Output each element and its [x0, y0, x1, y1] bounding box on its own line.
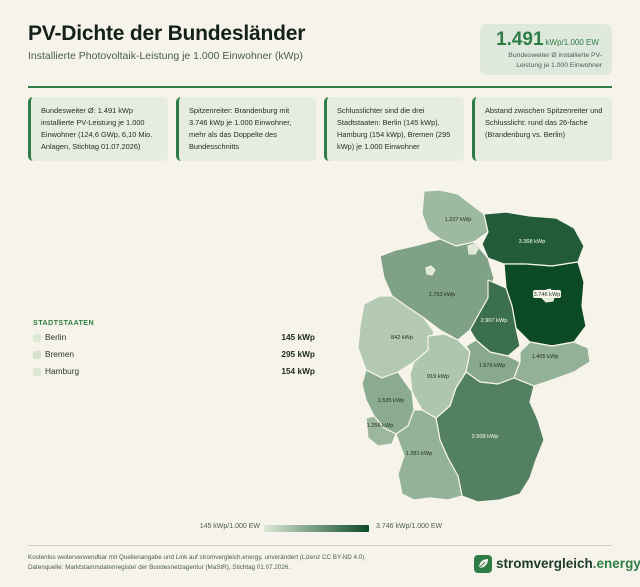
header-divider	[28, 86, 612, 88]
page-title: PV-Dichte der Bundesländer	[28, 22, 306, 45]
fact-card-laggards: Schlusslichter sind die drei Stadtstaate…	[324, 97, 464, 161]
state-label-background	[533, 290, 561, 298]
kpi-value: 1.491	[496, 29, 544, 50]
state-label-thueringen: 1.579 kWp	[479, 363, 506, 369]
gradient-legend: 145 kWp/1.000 EW 3.746 kWp/1.000 EW	[0, 522, 640, 534]
fact-card-average: Bundesweiter Ø: 1.491 kWp installierte P…	[28, 97, 168, 161]
color-swatch	[33, 334, 41, 342]
brand-name-main: stromvergleich	[496, 556, 593, 571]
gradient-max-label: 3.746 kWp/1.000 EW	[376, 523, 443, 530]
stadtstaat-value: 145 kWp	[281, 332, 315, 342]
stadtstaat-name: Berlin	[45, 332, 67, 342]
state-label-sachsen-anhalt: 2.907 kWp	[481, 318, 508, 324]
state-label-rheinland-pfalz: 1.535 kWp	[378, 398, 405, 404]
kpi-unit: kWp/1.000 EW	[545, 38, 599, 47]
page-subtitle: Installierte Photovoltaik-Leistung je 1.…	[28, 50, 303, 62]
state-label-mecklenburg-vorpommern: 3.368 kWp	[519, 239, 546, 245]
state-baden-wuerttemberg[interactable]	[395, 409, 463, 501]
map-labels: 1.227 kWp 3.368 kWp 1.753 kWp 3.746 kWp 2.90…	[367, 217, 561, 457]
state-saarland[interactable]	[365, 415, 397, 447]
stadtstaat-row-hamburg: Hamburg 154 kWp	[33, 366, 315, 378]
color-swatch	[33, 368, 41, 376]
leaf-icon	[474, 555, 492, 573]
kpi-label: Bundesweiter Ø installierte PV-Leistung …	[508, 52, 602, 69]
state-label-baden-wuerttemberg: 1.381 kWp	[406, 451, 433, 457]
state-label-brandenburg: 3.746 kWp	[534, 292, 561, 298]
city-state-hamburg[interactable]	[467, 243, 479, 255]
gradient-min-label: 145 kWp/1.000 EW	[199, 523, 260, 530]
kpi-card: 1.491 kWp/1.000 EW Bundesweiter Ø install…	[480, 24, 612, 75]
fact-card-leader: Spitzenreiter: Brandenburg mit 3.746 kWp…	[176, 97, 316, 161]
state-label-niedersachsen: 1.753 kWp	[429, 292, 456, 298]
stadtstaat-row-berlin: Berlin 145 kWp	[33, 332, 315, 344]
brand-name-accent: .energy	[592, 556, 640, 571]
color-swatch	[33, 351, 41, 359]
fact-cards: Bundesweiter Ø: 1.491 kWp installierte P…	[28, 97, 612, 161]
state-label-saarland: 1.256 kWp	[367, 423, 394, 429]
state-label-sachsen: 1.405 kWp	[532, 354, 559, 360]
state-label-bayern: 2.509 kWp	[472, 434, 499, 440]
stadtstaat-name: Bremen	[45, 349, 75, 359]
stadtstaat-value: 154 kWp	[281, 366, 315, 376]
fact-card-gap: Abstand zwischen Spitzenreiter und Schlu…	[472, 97, 612, 161]
state-sachsen[interactable]	[513, 341, 591, 387]
stadtstaat-row-bremen: Bremen 295 kWp	[33, 349, 315, 361]
city-state-bremen[interactable]	[425, 265, 436, 276]
state-label-schleswig-holstein: 1.227 kWp	[445, 217, 472, 223]
state-label-nordrhein-westfalen: 842 kWp	[391, 335, 413, 341]
stadtstaaten-heading: STADTSTAATEN	[33, 318, 95, 327]
state-schleswig-holstein[interactable]	[421, 189, 489, 247]
footer-divider	[28, 545, 612, 546]
brand-name: stromvergleich.energy	[496, 556, 640, 571]
footer-license-text: Kostenlos weiterverwendbar mit Quellenan…	[28, 554, 367, 571]
state-label-hessen: 919 kWp	[427, 374, 449, 380]
gradient-bar	[264, 525, 369, 532]
stadtstaat-name: Hamburg	[45, 366, 80, 376]
stadtstaat-value: 295 kWp	[281, 349, 315, 359]
